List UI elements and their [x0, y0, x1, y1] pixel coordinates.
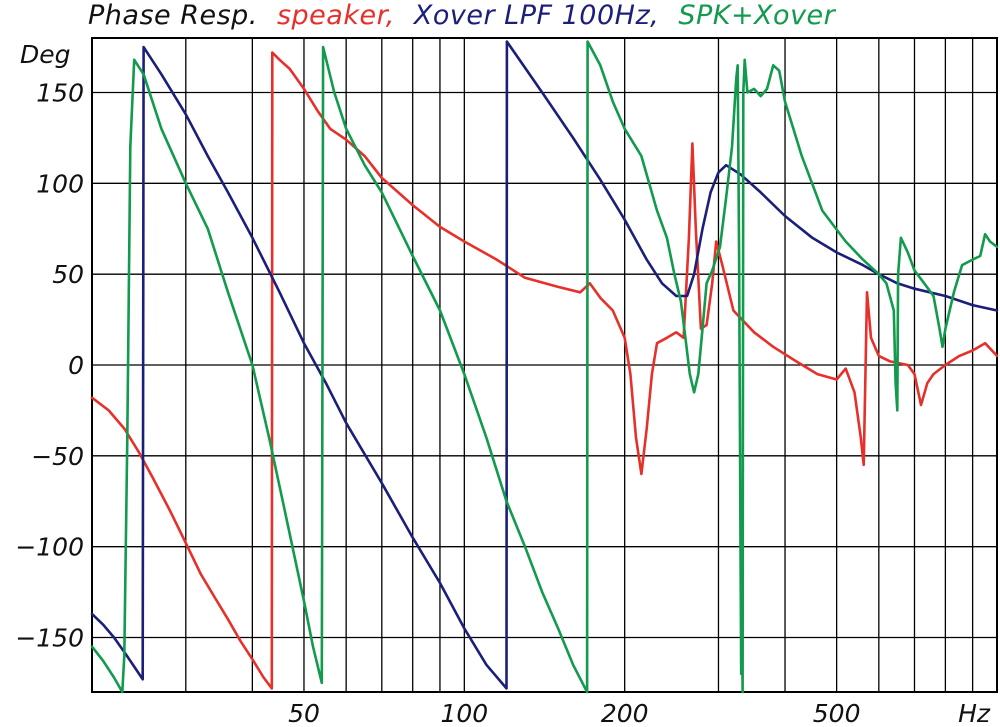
legend-entry-speaker: speaker, [277, 0, 395, 31]
chart-title-line: Phase Resp. speaker, Xover LPF 100Hz, SP… [88, 0, 837, 31]
y-tick-label: 50 [52, 260, 84, 289]
plot-frame [91, 37, 998, 693]
x-axis-unit-label: Hz [958, 699, 991, 727]
series-line-speaker [90, 51, 999, 690]
grid [91, 38, 998, 692]
y-tick-label: 0 [68, 351, 84, 380]
y-tick-label: 100 [36, 169, 84, 198]
y-tick-label: −50 [31, 442, 84, 471]
x-tick-label: 50 [288, 699, 320, 727]
y-tick-label: −100 [15, 533, 84, 562]
x-tick-label: 500 [813, 699, 861, 727]
legend-entry-xover: Xover LPF 100Hz, [412, 0, 659, 31]
y-tick-label: 150 [36, 79, 84, 108]
series-lines [90, 40, 999, 694]
series-line-xover [90, 40, 999, 690]
x-tick-label: 200 [601, 699, 649, 727]
series-line-spk-xover [90, 40, 999, 694]
x-tick-label: 100 [440, 699, 488, 727]
y-tick-label: −150 [15, 624, 84, 653]
chart-title: Phase Resp. [88, 0, 258, 31]
legend-entry-spk-xover: SPK+Xover [678, 0, 836, 31]
y-axis-unit-label: Deg [20, 40, 71, 69]
